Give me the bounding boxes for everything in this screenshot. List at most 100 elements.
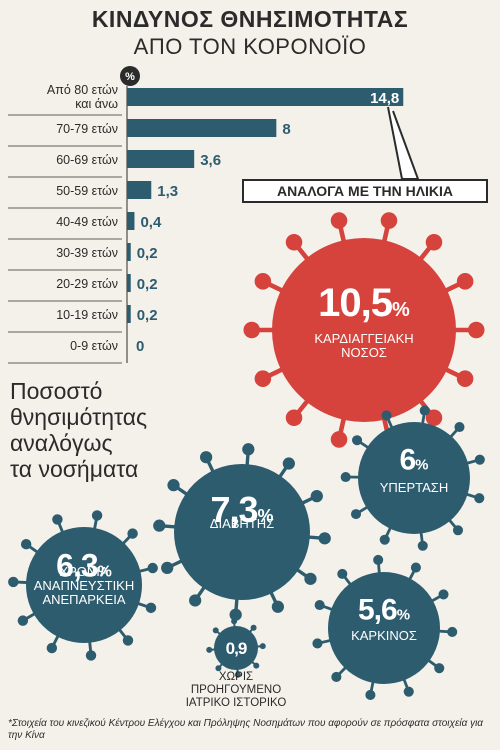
virus-spike-knob [337, 568, 348, 579]
bar [127, 274, 131, 292]
category-label: 40-49 ετών [56, 215, 118, 229]
virus-spike-knob [380, 212, 398, 229]
virus-spike-knob [229, 608, 242, 621]
age-callout-box: ΑΝΑΛΟΓΑ ΜΕ ΤΗΝ ΗΛΙΚΙΑ [242, 179, 488, 203]
virus-disease-label: ΧΡΟΝΙΑ ΑΝΑΠΝΕΥΣΤΙΚΗ ΑΝΕΠΑΡΚΕΙΑ [34, 564, 135, 607]
virus-spike-knob [456, 273, 474, 290]
virus-value: 7,3% [210, 489, 273, 530]
virus-spike-knob [231, 618, 238, 625]
virus-spike-knob [271, 600, 284, 613]
bar [127, 150, 195, 168]
category-label: 0-9 ετών [70, 339, 118, 353]
virus-spike-knob [200, 451, 213, 464]
category-label: 30-39 ετών [56, 246, 118, 260]
category-label: 20-29 ετών [56, 277, 118, 291]
category-label: 70-79 ετών [56, 122, 118, 136]
virus-disease-label: ΔΙΑΒΗΤΗΣ [210, 516, 274, 531]
virus-spike-knob [189, 594, 202, 607]
bar-value-label: 0,2 [137, 276, 158, 293]
virus-body [328, 572, 440, 684]
virus-spike-knob [282, 457, 295, 470]
side-title-line: τα νοσήματα [10, 456, 139, 482]
virus-spike-knob [425, 409, 443, 427]
virus-value: 6,3% [56, 547, 112, 583]
virus-spike-knob [417, 540, 428, 551]
virus-spike-knob [474, 454, 485, 465]
virus-spike-knob [379, 534, 390, 545]
bar-value-label: 0 [136, 338, 144, 355]
virus-spike-knob [161, 561, 174, 574]
virus-spike-knob [438, 589, 449, 600]
virus-spike-knob [52, 514, 63, 525]
bar-value-label: 0,2 [137, 245, 158, 262]
virus-spike-knob [452, 525, 464, 536]
category-label: 50-59 ετών [56, 184, 118, 198]
virus-disease-label: ΚΑΡΚΙΝΟΣ [351, 628, 417, 643]
bar-value-label: 0,4 [140, 214, 162, 231]
bar-value-label: 1,3 [157, 183, 178, 200]
virus-disease-label: ΧΩΡΙΣ ΠΡΟΗΓΟΥΜΕΝΟ ΙΑΤΡΙΚΟ ΙΣΤΟΡΙΚΟ [186, 671, 287, 709]
virus-body [214, 626, 258, 670]
virus-spike-knob [310, 490, 323, 503]
virus-spike-knob [206, 646, 213, 653]
footnote: *Στοιχεία του κινεζικού Κέντρου Ελέγχου … [8, 718, 483, 741]
bar-value-label: 0,2 [137, 307, 158, 324]
virus-spike-knob [474, 493, 485, 504]
virus-spike-knob [340, 471, 351, 483]
virus-spike-knob [8, 576, 19, 588]
virus-spike-knob [122, 635, 134, 646]
virus-spike-knob [403, 686, 414, 697]
virus-spike-knob [456, 370, 474, 387]
bar [127, 181, 152, 199]
virus-disease-label: ΥΠΕΡΤΑΣΗ [380, 480, 448, 495]
virus-body [358, 422, 470, 534]
virus-spike-knob [285, 233, 303, 251]
bar-value-label: 3,6 [200, 152, 221, 169]
virus-spike-knob [381, 410, 392, 421]
category-label: 60-69 ετών [56, 153, 118, 167]
virus-spike-knob [330, 431, 348, 448]
virus-spike-knob [20, 538, 32, 550]
chart-subtitle: ΑΠΟ ΤΟΝ ΚΟΡΟΝΟΪΟ [133, 34, 367, 59]
virus-spike-knob [212, 627, 219, 634]
virus-spike-knob [365, 689, 376, 700]
virus-spike-knob [215, 665, 222, 672]
bar [127, 243, 131, 261]
virus-spike-knob [242, 443, 255, 456]
virus-spike-knob [85, 650, 97, 661]
virus-spike-knob [167, 479, 180, 492]
chart-title: ΚΙΝΔΥΝΟΣ ΘΝΗΣΙΜΟΤΗΤΑΣ [91, 6, 409, 32]
virus-spike-knob [352, 435, 363, 446]
virus-spike-knob [314, 599, 325, 611]
virus-spike-knob [153, 519, 166, 532]
virus-spike-knob [127, 528, 138, 539]
bar-value-label: 8 [282, 121, 290, 138]
virus-body [272, 238, 456, 422]
virus-bubble: 0,9 [206, 618, 266, 678]
virus-spike-knob [331, 671, 342, 683]
virus-spike-knob [304, 572, 317, 585]
virus-value: 0,9 [226, 639, 247, 658]
bar [127, 212, 135, 230]
virus-spike-knob [259, 643, 266, 650]
virus-spike-knob [434, 663, 445, 674]
virus-spike-knob [419, 405, 430, 416]
side-title-line: Ποσοστό [10, 378, 103, 404]
virus-spike-knob [285, 409, 303, 427]
category-label: Από 80 ετών και άνω [47, 83, 118, 111]
virus-spike-knob [330, 212, 348, 229]
virus-value: 5,6% [358, 594, 410, 627]
virus-spike-knob [447, 626, 458, 637]
virus-body [174, 464, 310, 600]
virus-spike-knob [373, 554, 384, 565]
bar [127, 88, 404, 106]
bar [127, 305, 131, 323]
unit-badge-label: % [125, 71, 135, 83]
virus-spike-knob [46, 642, 58, 654]
virus-bubble: 6,3%ΧΡΟΝΙΑ ΑΝΑΠΝΕΥΣΤΙΚΗ ΑΝΕΠΑΡΚΕΙΑ [8, 510, 158, 661]
unit-badge-circle [120, 66, 140, 86]
virus-spike-knob [234, 671, 241, 678]
virus-spike-knob [250, 624, 257, 631]
virus-spike-knob [425, 233, 443, 251]
